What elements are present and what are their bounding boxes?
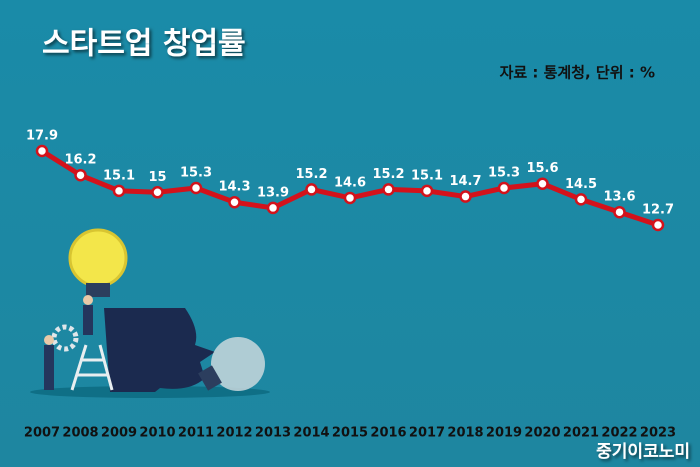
marker bbox=[497, 181, 511, 195]
chart-title: 스타트업 창업률 bbox=[42, 27, 246, 62]
marker bbox=[382, 183, 395, 196]
x-tick-label: 2011 bbox=[178, 426, 214, 441]
marker bbox=[613, 205, 626, 219]
data-label: 15.1 bbox=[103, 168, 135, 183]
x-tick-label: 2022 bbox=[601, 426, 637, 441]
x-tick-label: 2007 bbox=[24, 426, 60, 441]
marker bbox=[343, 191, 357, 205]
x-tick-label: 2015 bbox=[332, 426, 368, 441]
marker bbox=[74, 168, 87, 182]
marker bbox=[266, 201, 280, 215]
data-label: 17.9 bbox=[26, 129, 58, 144]
x-tick-label: 2010 bbox=[139, 426, 175, 441]
illustration bbox=[30, 228, 270, 398]
subtitle: 자료 : 통계청, 단위 : % bbox=[500, 64, 655, 82]
x-tick-label: 2021 bbox=[563, 426, 599, 441]
x-tick-label: 2020 bbox=[524, 426, 560, 441]
data-label: 13.6 bbox=[603, 190, 635, 205]
marker bbox=[420, 184, 434, 198]
data-label: 15.2 bbox=[295, 167, 327, 182]
data-label: 13.9 bbox=[257, 185, 289, 200]
data-label: 16.2 bbox=[64, 153, 96, 168]
data-label: 15.3 bbox=[488, 166, 520, 181]
x-tick-label: 2012 bbox=[216, 426, 252, 441]
marker bbox=[305, 183, 318, 196]
watermark: 중기이코노미 bbox=[596, 442, 690, 462]
data-label: 15.1 bbox=[411, 168, 443, 183]
marker bbox=[574, 193, 588, 206]
marker bbox=[112, 184, 126, 198]
marker bbox=[151, 186, 164, 199]
data-label: 15.2 bbox=[372, 167, 404, 182]
data-label: 14.7 bbox=[449, 174, 481, 189]
x-tick-label: 2019 bbox=[486, 426, 522, 441]
x-tick-label: 2023 bbox=[640, 426, 676, 441]
marker bbox=[459, 190, 472, 203]
data-label: 15.6 bbox=[526, 161, 558, 176]
x-tick-label: 2014 bbox=[293, 426, 329, 441]
marker bbox=[228, 195, 241, 209]
x-tick-label: 2018 bbox=[447, 426, 483, 441]
marker bbox=[651, 218, 665, 232]
data-label: 14.6 bbox=[334, 175, 366, 190]
data-label: 14.5 bbox=[565, 177, 597, 192]
x-tick-label: 2017 bbox=[409, 426, 445, 441]
x-tick-label: 2013 bbox=[255, 426, 291, 441]
marker bbox=[35, 144, 49, 158]
x-tick-label: 2008 bbox=[62, 426, 98, 441]
marker bbox=[189, 181, 203, 195]
data-label: 15 bbox=[148, 170, 166, 185]
x-tick-label: 2009 bbox=[101, 426, 137, 441]
x-tick-label: 2016 bbox=[370, 426, 406, 441]
data-label: 15.3 bbox=[180, 166, 212, 181]
data-label: 14.3 bbox=[218, 180, 250, 195]
marker bbox=[536, 177, 549, 190]
data-label: 12.7 bbox=[642, 203, 674, 218]
